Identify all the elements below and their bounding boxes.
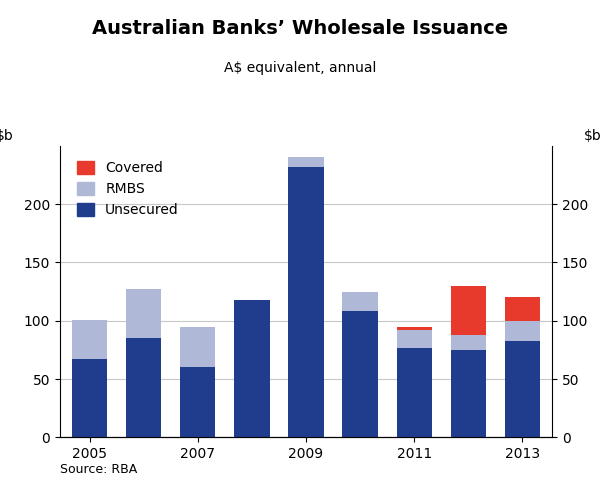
Bar xyxy=(451,335,486,350)
Bar xyxy=(343,292,377,312)
Bar xyxy=(397,327,432,330)
Text: A$ equivalent, annual: A$ equivalent, annual xyxy=(224,61,376,75)
Text: $b: $b xyxy=(583,129,600,143)
Bar xyxy=(289,167,323,437)
Bar xyxy=(289,157,323,167)
Text: Source: RBA: Source: RBA xyxy=(60,463,137,476)
Bar xyxy=(343,312,377,437)
Bar xyxy=(505,321,540,341)
Text: $b: $b xyxy=(0,129,14,143)
Bar xyxy=(505,341,540,437)
Bar xyxy=(505,297,540,321)
Bar xyxy=(451,350,486,437)
Bar xyxy=(180,327,215,367)
Bar xyxy=(72,320,107,359)
Bar xyxy=(72,359,107,437)
Legend: Covered, RMBS, Unsecured: Covered, RMBS, Unsecured xyxy=(72,156,185,223)
Bar xyxy=(180,367,215,437)
Text: Australian Banks’ Wholesale Issuance: Australian Banks’ Wholesale Issuance xyxy=(92,19,508,38)
Bar xyxy=(397,330,432,347)
Bar xyxy=(451,286,486,335)
Bar xyxy=(126,289,161,338)
Bar xyxy=(235,300,269,437)
Bar xyxy=(126,338,161,437)
Bar xyxy=(397,347,432,437)
